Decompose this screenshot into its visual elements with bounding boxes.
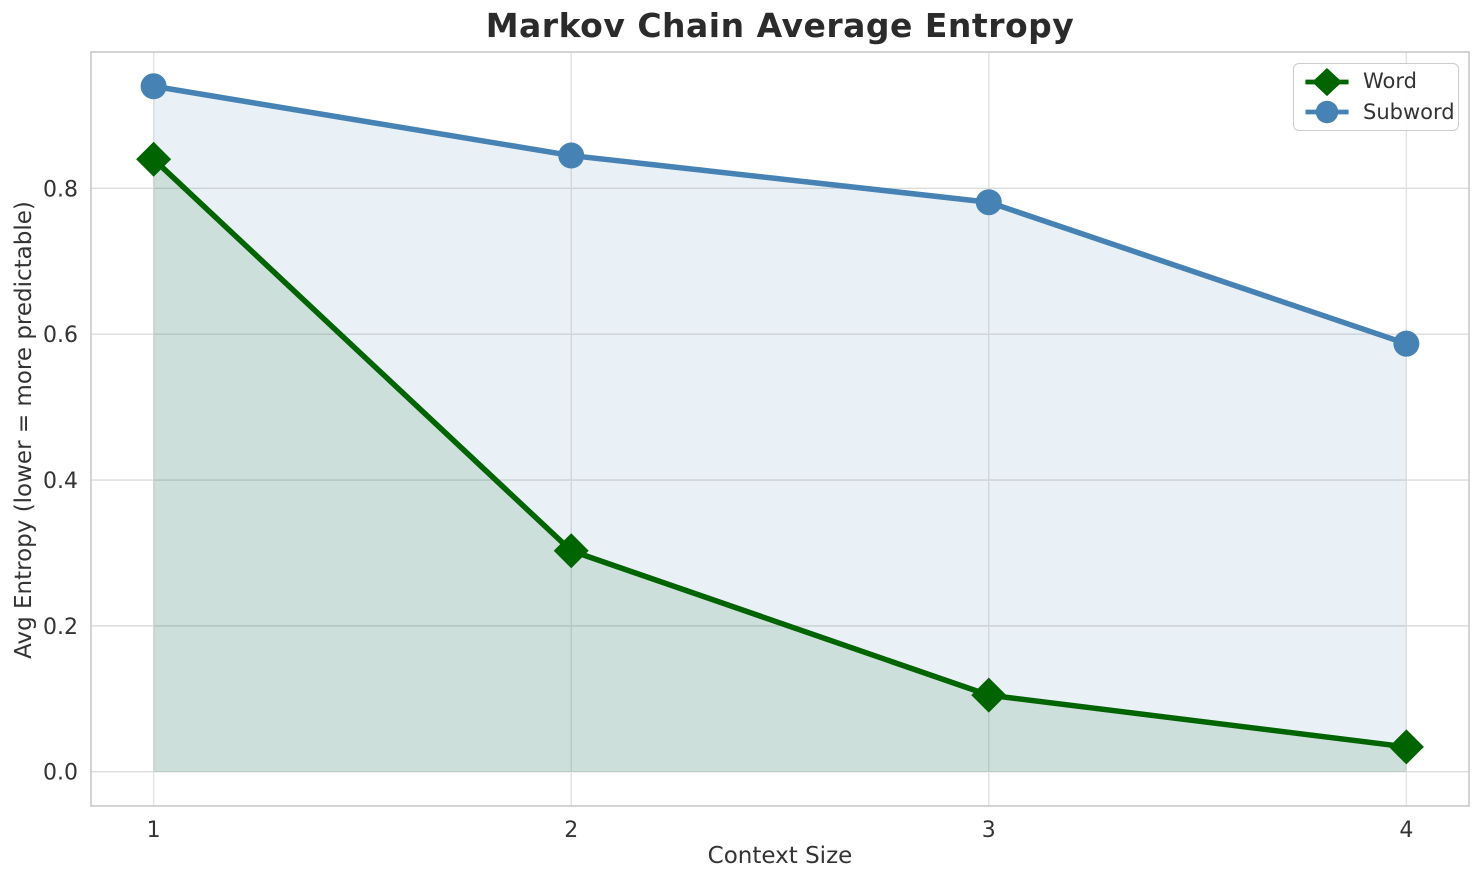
- y-tick-label: 0.8: [43, 177, 78, 202]
- legend-label-subword: Subword: [1363, 99, 1455, 124]
- y-tick-label: 0.6: [43, 323, 78, 348]
- legend-item-subword: Subword: [1302, 97, 1455, 127]
- x-tick-label: 1: [147, 818, 161, 843]
- word-area-fill: [153, 159, 1407, 772]
- word-marker: [553, 533, 589, 569]
- subword-marker: [975, 189, 1002, 216]
- y-tick-label: 0.4: [43, 469, 78, 494]
- y-tick-label: 0.2: [43, 615, 78, 640]
- axes-border: [90, 51, 1470, 807]
- x-axis-label: Context Size: [707, 843, 853, 869]
- word-marker: [971, 677, 1007, 713]
- legend-label-word: Word: [1363, 69, 1417, 94]
- word-marker: [1388, 729, 1424, 765]
- word-line: [150, 156, 1410, 750]
- x-tick-label: 4: [1399, 818, 1413, 843]
- subword-marker: [558, 142, 585, 169]
- word-marker: [136, 141, 172, 177]
- chart-title: Markov Chain Average Entropy: [485, 6, 1075, 45]
- y-tick-label: 0.0: [43, 761, 78, 786]
- subword-area-fill: [153, 86, 1407, 772]
- subword-line: [150, 83, 1410, 347]
- subword-marker: [140, 73, 167, 100]
- legend: Word Subword: [1293, 63, 1459, 131]
- subword-marker: [1393, 330, 1420, 357]
- word-diamond-icon: [1305, 67, 1349, 96]
- y-axis-label: Avg Entropy (lower = more predictable): [11, 201, 37, 659]
- legend-item-word: Word: [1302, 67, 1450, 97]
- x-tick-label: 2: [564, 818, 578, 843]
- x-tick-label: 3: [982, 818, 996, 843]
- subword-circle-icon: [1305, 101, 1349, 124]
